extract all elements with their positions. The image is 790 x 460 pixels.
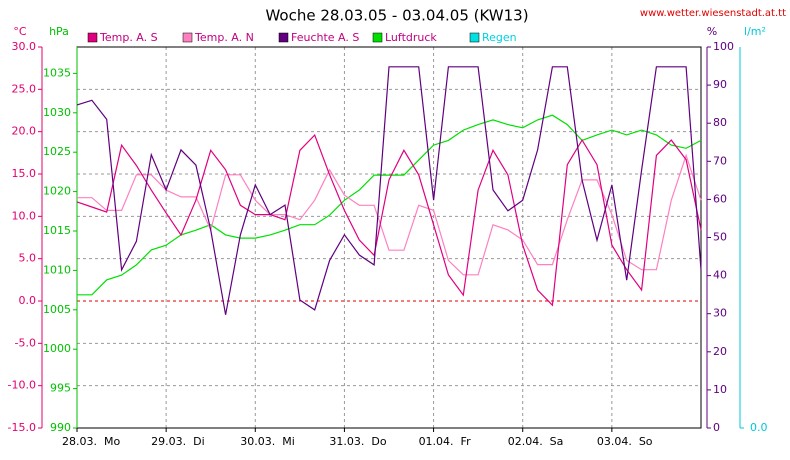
y-tick-label: 100 (713, 40, 734, 53)
x-tick-label: 28.03. Mo (62, 435, 120, 448)
y-tick-label: 0.0 (750, 421, 768, 434)
x-tick-label: 02.04. Sa (508, 435, 564, 448)
y-tick-label: 25.0 (12, 82, 37, 95)
axis-unit: l/m² (744, 25, 766, 38)
y-tick-label: 1000 (43, 342, 71, 355)
y-tick-label: 10 (713, 383, 727, 396)
legend-label: Feuchte A. S (291, 31, 359, 44)
y-tick-label: 1035 (43, 66, 71, 79)
y-tick-label: 90 (713, 78, 727, 91)
x-tick-label: 30.03. Mi (240, 435, 295, 448)
x-tick-label: 31.03. Do (329, 435, 386, 448)
x-tick-label: 01.04. Fr (419, 435, 472, 448)
y-tick-label: -10.0 (8, 379, 36, 392)
y-tick-label: 1025 (43, 145, 71, 158)
y-tick-label: 30.0 (12, 40, 37, 53)
legend-swatch (87, 32, 98, 43)
y-tick-label: 20.0 (12, 125, 37, 138)
y-tick-label: 1005 (43, 303, 71, 316)
legend-swatch (278, 32, 289, 43)
y-tick-label: 0 (713, 421, 720, 434)
y-tick-label: 990 (50, 421, 71, 434)
series-line (77, 153, 702, 276)
y-tick-label: -5.0 (15, 336, 36, 349)
source-url: www.wetter.wiesenstadt.at.tt (640, 8, 786, 19)
series-line (76, 66, 702, 315)
x-tick-label: 29.03. Di (151, 435, 205, 448)
y-tick-label: 1015 (43, 224, 71, 237)
axis-unit: hPa (49, 25, 69, 38)
y-tick-label: 0.0 (19, 294, 37, 307)
y-tick-label: 10.0 (12, 209, 37, 222)
y-tick-label: 60 (713, 192, 727, 205)
legend-swatch (182, 32, 193, 43)
axis-unit: % (707, 25, 717, 38)
y-tick-label: 50 (713, 231, 727, 244)
y-tick-label: -15.0 (8, 421, 36, 434)
y-tick-label: 40 (713, 269, 727, 282)
legend-swatch (372, 32, 383, 43)
y-tick-label: 70 (713, 154, 727, 167)
legend-label: Luftdruck (385, 31, 437, 44)
y-tick-label: 80 (713, 116, 727, 129)
y-tick-label: 5.0 (19, 252, 37, 265)
y-tick-label: 995 (50, 382, 71, 395)
legend-label: Regen (482, 31, 517, 44)
y-tick-label: 30 (713, 307, 727, 320)
legend-label: Temp. A. S (99, 31, 158, 44)
legend-label: Temp. A. N (194, 31, 254, 44)
y-tick-label: 1020 (43, 185, 71, 198)
axis-unit: °C (13, 25, 27, 38)
x-tick-label: 03.04. So (597, 435, 653, 448)
y-tick-label: 1030 (43, 106, 71, 119)
y-tick-label: 1010 (43, 263, 71, 276)
series-line (76, 134, 702, 307)
chart-title: Woche 28.03.05 - 03.04.05 (KW13) (265, 7, 528, 25)
legend-swatch (469, 32, 480, 43)
y-tick-label: 20 (713, 345, 727, 358)
y-tick-label: 15.0 (12, 167, 37, 180)
